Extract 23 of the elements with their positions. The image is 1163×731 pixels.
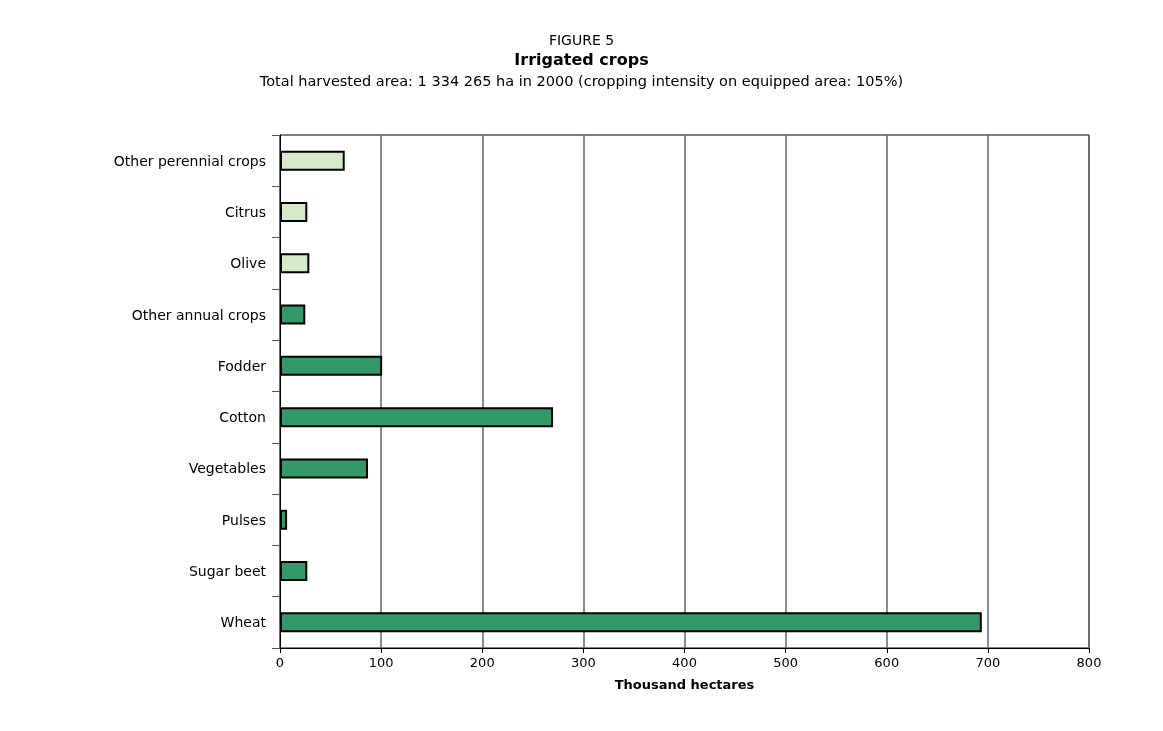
- y-tick-label: Other annual crops: [131, 306, 266, 323]
- y-tick-label: Wheat: [220, 614, 267, 631]
- x-tick-label: 700: [975, 655, 1001, 670]
- x-tick-label: 0: [275, 655, 285, 670]
- caption: FIGURE 5: [548, 32, 615, 48]
- y-tick-label: Vegetables: [188, 460, 266, 477]
- y-tick-label: Olive: [230, 255, 266, 272]
- y-tick-label: Cotton: [219, 409, 266, 426]
- x-tick-label: 200: [469, 655, 495, 670]
- chart-subtitle: Total harvested area: 1 334 265 ha in 2000 (cropping intensity on equipped area: 105%): [258, 72, 904, 89]
- y-tick-label: Pulses: [221, 511, 266, 528]
- y-tick-label: Sugar beet: [188, 563, 267, 580]
- y-tick-label: Other perennial crops: [113, 152, 266, 169]
- x-tick-label: 300: [570, 655, 596, 670]
- x-tick-label: 800: [1076, 655, 1102, 670]
- x-tick-label: 500: [773, 655, 799, 670]
- x-tick-label: 100: [368, 655, 394, 670]
- x-tick-label: 600: [874, 655, 900, 670]
- y-tick-label: Fodder: [217, 357, 267, 374]
- x-axis-title: Thousand hectares: [614, 677, 755, 692]
- chart-title: Irrigated crops: [514, 49, 649, 69]
- x-tick-label: 400: [672, 655, 697, 670]
- y-tick-label: Citrus: [224, 203, 266, 220]
